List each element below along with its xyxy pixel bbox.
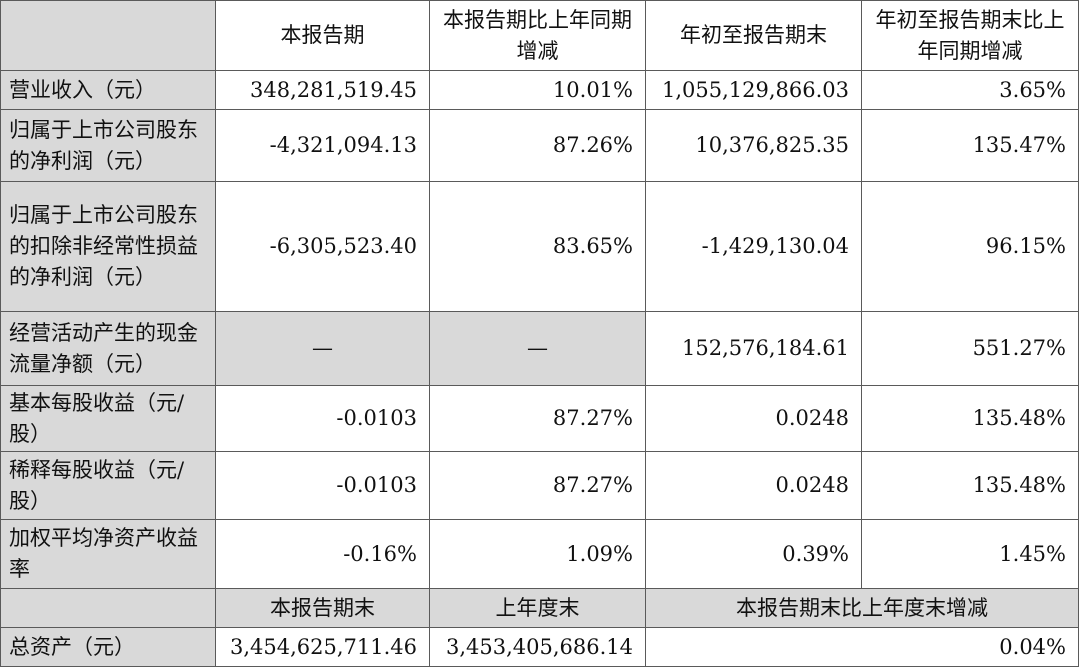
cell-current-period: -0.16% xyxy=(215,519,430,589)
cell-current-period-change: — xyxy=(429,311,646,386)
table-row: 归属于上市公司股东的净利润（元） -4,321,094.13 87.26% 10… xyxy=(0,109,1079,182)
table-row: 稀释每股收益（元/股） -0.0103 87.27% 0.0248 135.48… xyxy=(0,451,1079,520)
cell-prior-year-end: 3,453,405,686.14 xyxy=(429,627,646,667)
cell-ytd-change: 135.47% xyxy=(861,109,1079,182)
row-label: 经营活动产生的现金流量净额（元） xyxy=(0,311,216,386)
cell-current-period-change: 83.65% xyxy=(429,181,646,312)
cell-current-period-change: 87.26% xyxy=(429,109,646,182)
header-ytd-change: 年初至报告期末比上年同期增减 xyxy=(861,0,1079,71)
total-assets-row: 总资产（元） 3,454,625,711.46 3,453,405,686.14… xyxy=(0,627,1079,667)
header-current-period-change: 本报告期比上年同期增减 xyxy=(429,0,646,71)
header-corner-cell xyxy=(0,0,216,71)
table-row: 经营活动产生的现金流量净额（元） — — 152,576,184.61 551.… xyxy=(0,311,1079,386)
cell-ytd-change: 551.27% xyxy=(861,311,1079,386)
cell-current-period-change: 87.27% xyxy=(429,385,646,452)
cell-change: 0.04% xyxy=(645,627,1079,667)
cell-current-period-change: 87.27% xyxy=(429,451,646,520)
cell-ytd-change: 135.48% xyxy=(861,385,1079,452)
cell-current-period: -0.0103 xyxy=(215,385,430,452)
sub-header-corner-cell xyxy=(0,588,216,628)
cell-ytd-change: 135.48% xyxy=(861,451,1079,520)
sub-header-change: 本报告期末比上年度末增减 xyxy=(645,588,1079,628)
sub-header-row: 本报告期末 上年度末 本报告期末比上年度末增减 xyxy=(0,588,1079,628)
table-row: 营业收入（元） 348,281,519.45 10.01% 1,055,129,… xyxy=(0,70,1079,110)
cell-period-end: 3,454,625,711.46 xyxy=(215,627,430,667)
row-label: 归属于上市公司股东的扣除非经常性损益的净利润（元） xyxy=(0,181,216,312)
row-label: 加权平均净资产收益率 xyxy=(0,519,216,589)
cell-current-period: 348,281,519.45 xyxy=(215,70,430,110)
cell-current-period: — xyxy=(215,311,430,386)
cell-current-period-change: 1.09% xyxy=(429,519,646,589)
cell-ytd: 1,055,129,866.03 xyxy=(645,70,862,110)
row-label: 基本每股收益（元/股） xyxy=(0,385,216,452)
cell-ytd-change: 96.15% xyxy=(861,181,1079,312)
cell-ytd: 0.0248 xyxy=(645,451,862,520)
cell-ytd: -1,429,130.04 xyxy=(645,181,862,312)
cell-ytd-change: 1.45% xyxy=(861,519,1079,589)
row-label: 总资产（元） xyxy=(0,627,216,667)
cell-current-period-change: 10.01% xyxy=(429,70,646,110)
cell-ytd-change: 3.65% xyxy=(861,70,1079,110)
cell-current-period: -4,321,094.13 xyxy=(215,109,430,182)
cell-ytd: 10,376,825.35 xyxy=(645,109,862,182)
cell-ytd: 152,576,184.61 xyxy=(645,311,862,386)
table-row: 归属于上市公司股东的扣除非经常性损益的净利润（元） -6,305,523.40 … xyxy=(0,181,1079,312)
sub-header-prior-year-end: 上年度末 xyxy=(429,588,646,628)
row-label: 归属于上市公司股东的净利润（元） xyxy=(0,109,216,182)
table-row: 基本每股收益（元/股） -0.0103 87.27% 0.0248 135.48… xyxy=(0,385,1079,452)
cell-ytd: 0.39% xyxy=(645,519,862,589)
row-label: 营业收入（元） xyxy=(0,70,216,110)
cell-ytd: 0.0248 xyxy=(645,385,862,452)
cell-current-period: -0.0103 xyxy=(215,451,430,520)
sub-header-period-end: 本报告期末 xyxy=(215,588,430,628)
header-ytd: 年初至报告期末 xyxy=(645,0,862,71)
row-label: 稀释每股收益（元/股） xyxy=(0,451,216,520)
cell-current-period: -6,305,523.40 xyxy=(215,181,430,312)
header-current-period: 本报告期 xyxy=(215,0,430,71)
header-row: 本报告期 本报告期比上年同期增减 年初至报告期末 年初至报告期末比上年同期增减 xyxy=(0,0,1079,71)
table-row: 加权平均净资产收益率 -0.16% 1.09% 0.39% 1.45% xyxy=(0,519,1079,589)
